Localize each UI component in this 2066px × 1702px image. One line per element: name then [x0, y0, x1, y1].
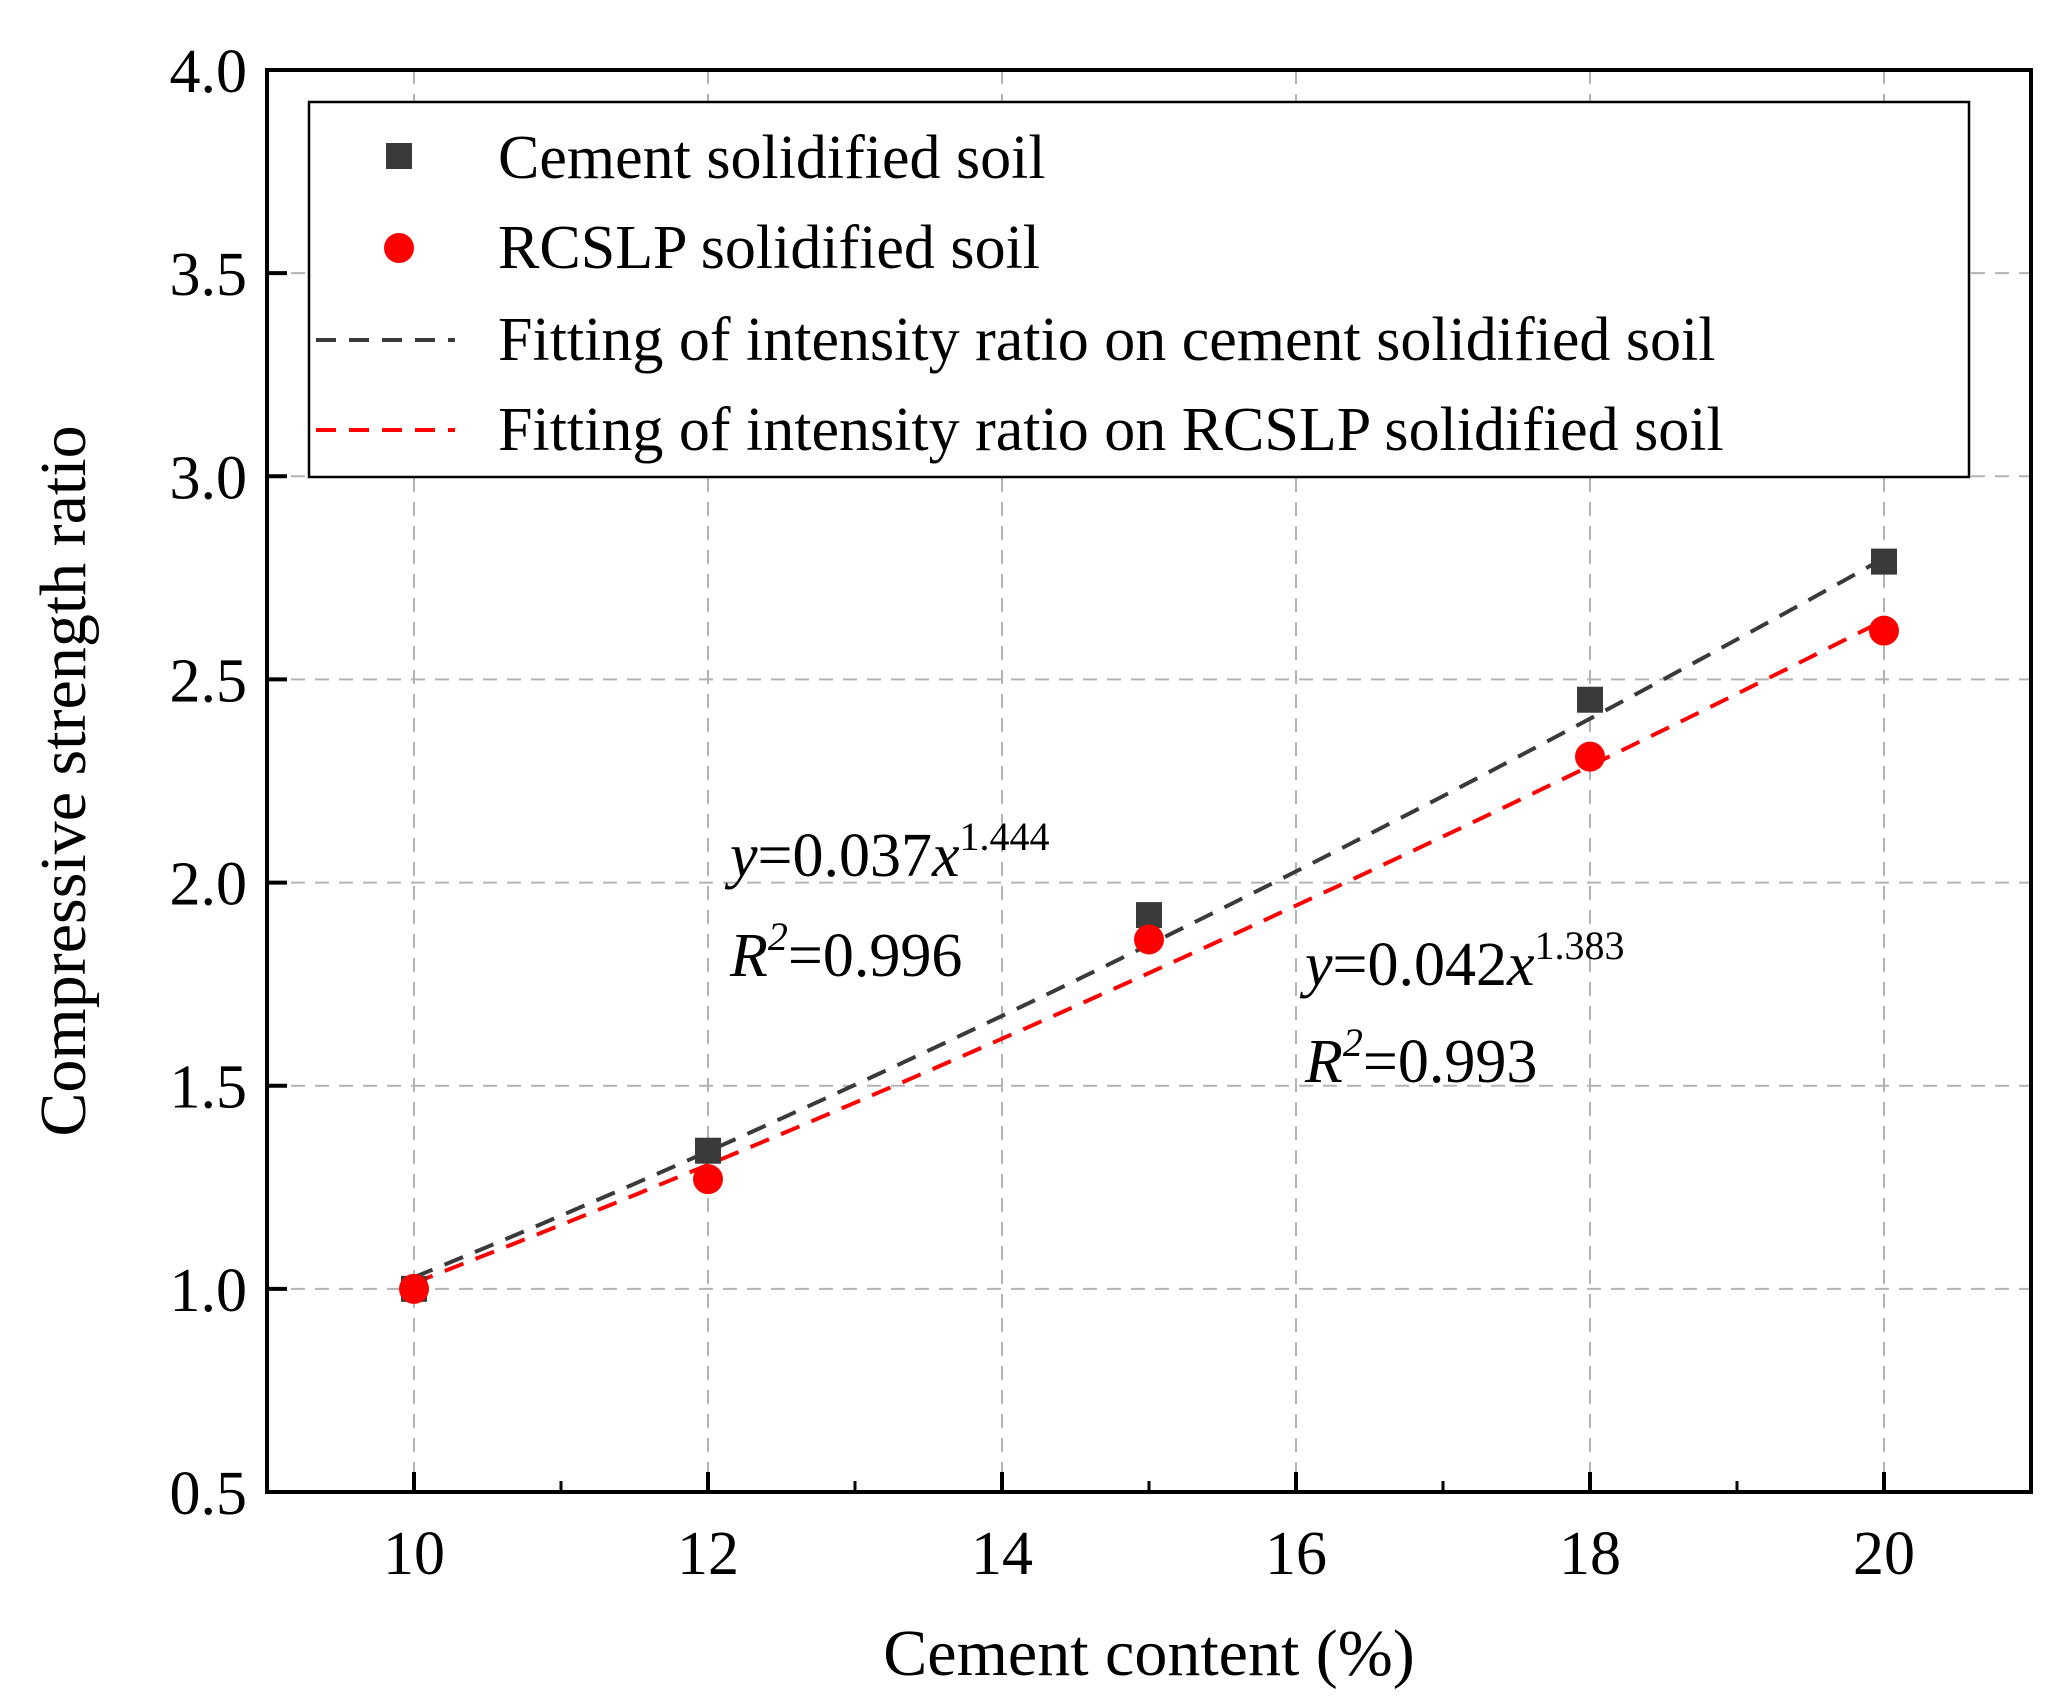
legend-label-cement-fit: Fitting of intensity ratio on cement sol… — [498, 306, 1715, 374]
y-tick-label: 3.0 — [170, 444, 248, 512]
cement-data-point — [695, 1137, 721, 1164]
y-tick-label: 1.0 — [170, 1257, 248, 1325]
y-tick-label: 0.5 — [170, 1460, 248, 1528]
rcslp-fit-formula: y=0.042x1.383 — [1299, 923, 1625, 999]
y-tick-label: 4.0 — [170, 38, 248, 106]
x-tick-label: 14 — [971, 1520, 1033, 1588]
legend-label-cement: Cement solidified soil — [498, 124, 1046, 192]
rcslp-data-point — [1134, 924, 1164, 955]
legend-box — [307, 100, 1971, 479]
rcslp-fit-curve — [413, 618, 1885, 1285]
x-axis-title: Cement content (%) — [883, 1617, 1414, 1690]
rcslp-data-point — [399, 1273, 429, 1304]
legend-square-marker — [386, 143, 412, 169]
legend-circle-marker — [384, 233, 414, 263]
rcslp-data-point — [1575, 741, 1605, 772]
x-tick-label: 16 — [1265, 1520, 1327, 1588]
y-tick-label: 2.0 — [170, 851, 248, 919]
data-points — [399, 548, 1899, 1304]
rcslp-fit-r2: R2=0.993 — [1304, 1020, 1537, 1096]
legend-label-rcslp: RCSLP solidified soil — [498, 214, 1040, 282]
cement-fit-formula: y=0.037x1.444 — [724, 814, 1050, 890]
x-tick-label: 10 — [383, 1520, 445, 1588]
y-tick-label: 3.5 — [170, 241, 248, 309]
x-tick-label: 20 — [1853, 1520, 1915, 1588]
rcslp-data-point — [1869, 615, 1899, 646]
x-tick-label: 18 — [1559, 1520, 1621, 1588]
y-tick-label: 2.5 — [170, 647, 248, 715]
legend: Cement solidified soil RCSLP solidified … — [307, 100, 1971, 479]
cement-data-point — [1136, 902, 1162, 929]
x-tick-label: 12 — [677, 1520, 739, 1588]
cement-fit-equation: y=0.037x1.444 R2=0.996 — [724, 814, 1050, 990]
rcslp-fit-equation: y=0.042x1.383 R2=0.993 — [1299, 923, 1625, 1096]
legend-label-rcslp-fit: Fitting of intensity ratio on RCSLP soli… — [498, 396, 1724, 464]
cement-data-point — [1871, 548, 1897, 575]
cement-fit-r2: R2=0.996 — [729, 914, 962, 990]
axis-ticks: 10 12 14 16 18 20 0.5 1.0 1.5 2.0 2.5 3.0 3.5 4.0 — [170, 38, 2033, 1588]
y-axis-title: Compressive strength ratio — [27, 425, 100, 1136]
y-tick-label: 1.5 — [170, 1054, 248, 1122]
cement-data-point — [1577, 686, 1603, 713]
rcslp-data-point — [693, 1164, 723, 1195]
